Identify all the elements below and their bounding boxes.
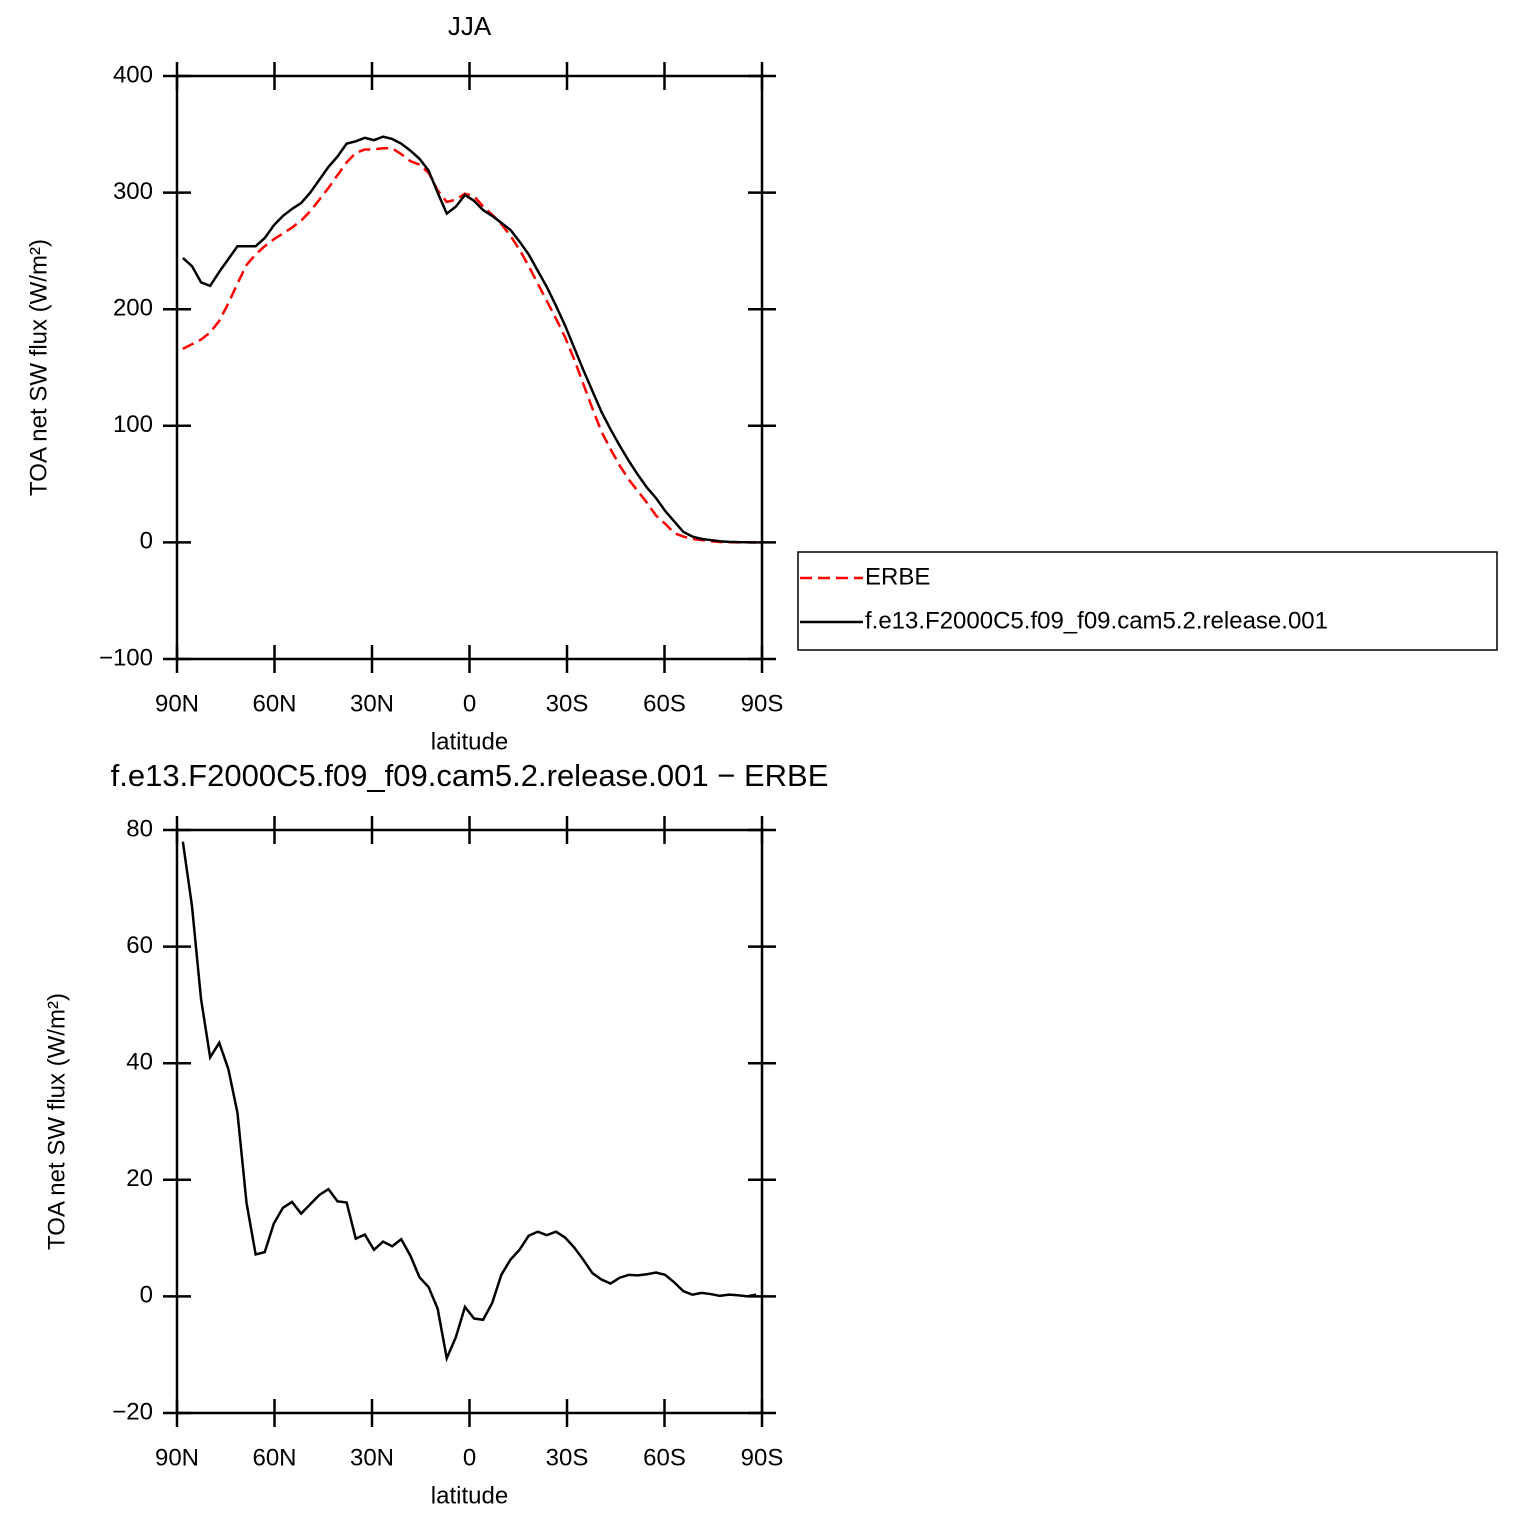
y-tick-label: 100 [113,411,153,438]
x-tick-label: 0 [463,690,476,717]
x-tick-label: 30N [350,1444,394,1471]
y-tick-label: 60 [126,932,153,959]
x-tick-label: 60S [643,690,686,717]
x-tick-label: 30S [546,1444,589,1471]
data-line [182,147,757,544]
y-tick-label: −100 [99,644,153,671]
x-tick-label: 90N [155,690,199,717]
data-line [181,841,757,1363]
y-axis-label: TOA net SW flux (W/m²) [25,239,52,496]
y-tick-label: 300 [113,178,153,205]
chart-title: JJA [448,11,492,41]
x-axis-label: latitude [431,728,508,755]
chart-title: f.e13.F2000C5.f09_f09.cam5.2.release.001… [111,758,829,793]
legend-label: ERBE [865,563,930,590]
x-tick-label: 60S [643,1444,686,1471]
legend-box [797,551,1498,651]
x-axis-label: latitude [431,1482,508,1509]
y-tick-label: −20 [112,1398,153,1425]
y-tick-label: 40 [126,1049,153,1076]
data-line [182,135,757,544]
y-axis-label: TOA net SW flux (W/m²) [43,993,70,1250]
x-tick-label: 60N [252,1444,296,1471]
x-tick-label: 60N [252,690,296,717]
y-tick-label: 0 [140,528,153,555]
x-tick-label: 90S [741,690,784,717]
legend-label: f.e13.F2000C5.f09_f09.cam5.2.release.001 [865,607,1328,634]
plot-frame [175,828,764,1415]
y-tick-label: 80 [126,815,153,842]
x-tick-label: 90S [741,1444,784,1471]
plot-frame [175,74,764,661]
y-tick-label: 400 [113,61,153,88]
y-tick-label: 0 [140,1282,153,1309]
x-tick-label: 90N [155,1444,199,1471]
x-tick-label: 30S [546,690,589,717]
y-tick-label: 20 [126,1165,153,1192]
x-tick-label: 0 [463,1444,476,1471]
x-tick-label: 30N [350,690,394,717]
y-tick-label: 200 [113,295,153,322]
